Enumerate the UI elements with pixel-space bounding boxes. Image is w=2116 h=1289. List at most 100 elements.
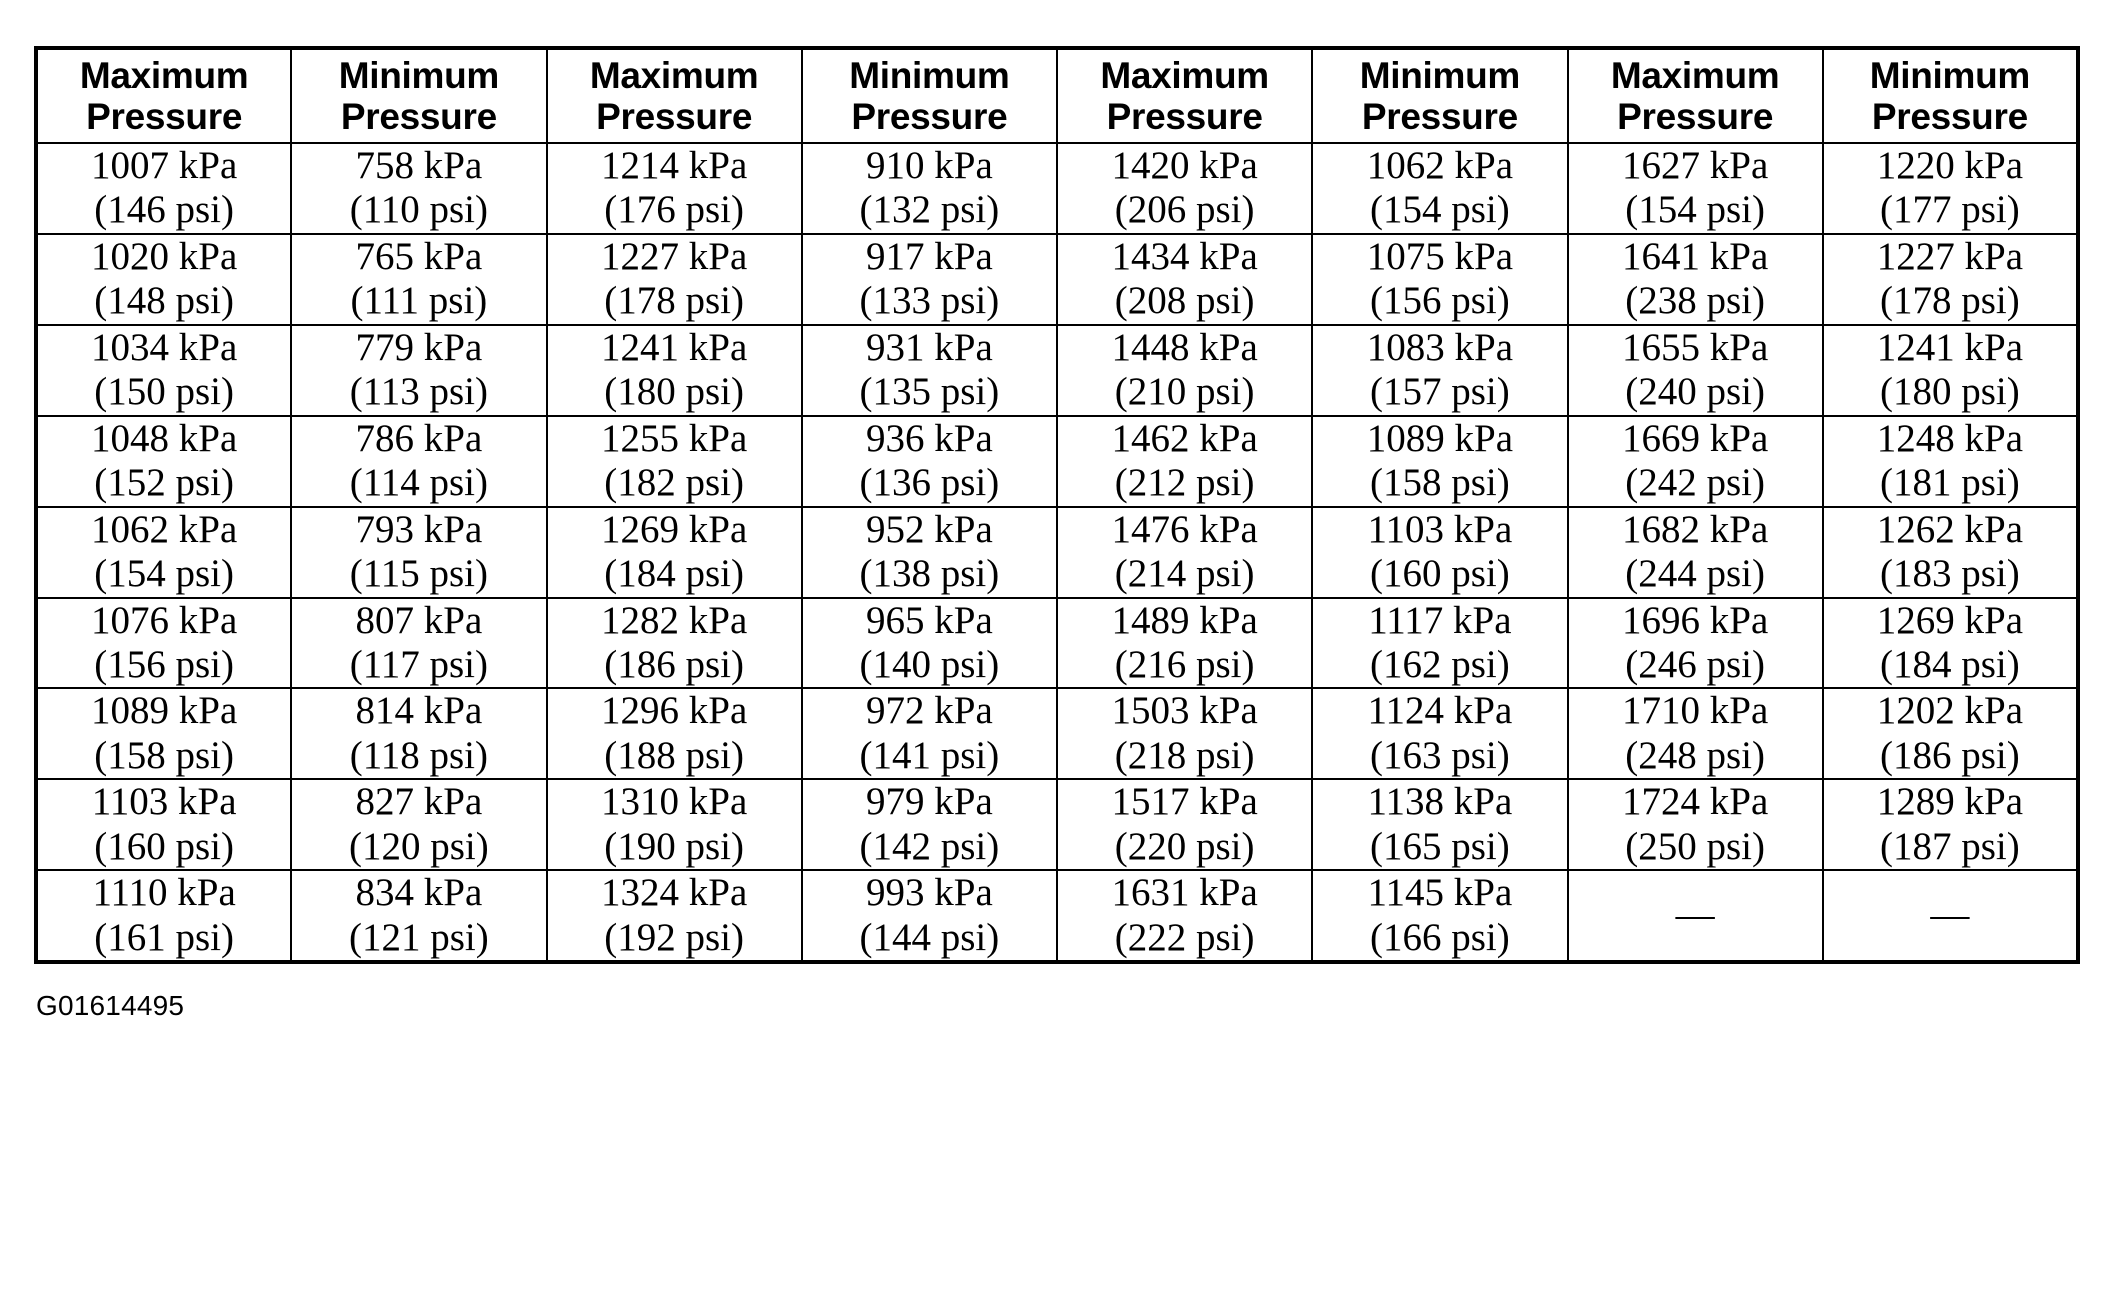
cell-psi-value: (156 psi) [1370,279,1510,323]
table-cell: 1020 kPa (148 psi) [34,232,293,326]
column-header-6-line2: Pressure [1361,96,1518,137]
cell-psi-value: (110 psi) [349,188,489,232]
table-cell-empty: — [1566,869,1824,964]
cell-psi-value: (141 psi) [859,733,1000,777]
cell-kpa-value: 807 kPa [355,598,483,642]
cell-kpa-value: 931 kPa [866,325,993,369]
table-cell: 1631 kPa (222 psi) [1055,869,1314,964]
table-cell: 1248 kPa (181 psi) [1821,414,2080,508]
column-header-3-line1: Maximum [589,54,759,96]
cell-kpa-value: 1448 kPa [1111,325,1258,369]
cell-psi-value: (113 psi) [349,370,489,414]
column-header-4-line2: Pressure [851,96,1008,137]
cell-kpa-value: 1227 kPa [1876,234,2023,278]
cell-psi-value: (114 psi) [349,461,489,505]
cell-psi-value: (115 psi) [349,552,489,596]
pressure-conversion-table: Maximum Pressure Minimum Pressure Maximu… [34,46,2080,965]
table-cell: 993 kPa (144 psi) [800,869,1059,964]
table-body: 1007 kPa (146 psi) 758 kPa (110 psi) 1214 … [34,142,2080,964]
cell-kpa-value: 917 kPa [866,234,993,278]
table-cell: 1724 kPa (250 psi) [1566,778,1824,872]
cell-psi-value: (144 psi) [859,915,1000,959]
cell-kpa-value: 1075 kPa [1366,234,1513,278]
cell-psi-value: (190 psi) [604,824,744,868]
table-cell: 1117 kPa (162 psi) [1311,596,1569,690]
table-cell: 1282 kPa (186 psi) [545,596,803,690]
cell-psi-value: (210 psi) [1114,370,1255,414]
cell-psi-value: (138 psi) [859,552,1000,596]
cell-psi-value: (214 psi) [1114,552,1255,596]
table-cell: 931 kPa (135 psi) [800,323,1059,417]
cell-psi-value: (178 psi) [604,279,744,323]
cell-kpa-value: 1669 kPa [1622,416,1769,460]
table-cell: 1448 kPa (210 psi) [1055,323,1314,417]
table-cell: 793 kPa (115 psi) [290,505,548,599]
cell-kpa-value: 1724 kPa [1622,780,1769,824]
cell-psi-value: (176 psi) [604,188,744,232]
cell-kpa-value: 1631 kPa [1111,871,1258,915]
cell-kpa-value: 1296 kPa [601,689,748,733]
table-cell: 1089 kPa (158 psi) [34,687,293,781]
cell-kpa-value: 1076 kPa [91,598,238,642]
cell-psi-value: (161 psi) [94,915,234,959]
table-cell: 1220 kPa (177 psi) [1821,142,2080,235]
cell-kpa-value: 993 kPa [866,871,993,915]
cell-psi-value: (150 psi) [94,370,234,414]
cell-kpa-value: 1489 kPa [1111,598,1258,642]
column-header-7-line1: Maximum [1610,54,1780,96]
cell-kpa-value: 779 kPa [355,325,483,369]
cell-psi-value: (248 psi) [1625,733,1765,777]
cell-kpa-value: 1434 kPa [1111,234,1258,278]
cell-psi-value: (240 psi) [1625,370,1765,414]
column-header-8: Minimum Pressure [1821,47,2080,144]
cell-psi-value: (154 psi) [1370,188,1510,232]
table-cell: 965 kPa (140 psi) [800,596,1059,690]
cell-empty-dash: — [1930,893,1970,937]
table-cell: 1062 kPa (154 psi) [1311,142,1569,235]
cell-kpa-value: 1262 kPa [1876,507,2023,551]
cell-kpa-value: 827 kPa [355,780,483,824]
cell-psi-value: (158 psi) [94,733,234,777]
table-cell: 1227 kPa (178 psi) [1821,232,2080,326]
table-cell: 1103 kPa (160 psi) [1311,505,1569,599]
cell-kpa-value: 1248 kPa [1876,416,2023,460]
column-header-2-line1: Minimum [338,54,500,96]
cell-psi-value: (157 psi) [1370,370,1510,414]
cell-kpa-value: 1103 kPa [1367,507,1513,551]
table-cell: 1324 kPa (192 psi) [545,869,803,964]
cell-psi-value: (133 psi) [859,279,1000,323]
column-header-3: Maximum Pressure [545,47,803,144]
cell-psi-value: (154 psi) [94,552,234,596]
cell-psi-value: (220 psi) [1114,824,1255,868]
cell-kpa-value: 786 kPa [355,416,483,460]
cell-psi-value: (208 psi) [1114,279,1255,323]
table-cell: 1034 kPa (150 psi) [34,323,293,417]
table-cell: 972 kPa (141 psi) [800,687,1059,781]
cell-psi-value: (188 psi) [604,733,744,777]
cell-psi-value: (238 psi) [1625,279,1765,323]
cell-psi-value: (186 psi) [604,642,744,686]
cell-kpa-value: 1089 kPa [91,689,238,733]
table-cell: 1696 kPa (246 psi) [1566,596,1824,690]
cell-kpa-value: 979 kPa [866,780,993,824]
cell-psi-value: (181 psi) [1880,461,2020,505]
cell-psi-value: (120 psi) [349,824,489,868]
cell-kpa-value: 1310 kPa [601,780,748,824]
column-header-2: Minimum Pressure [290,47,548,144]
table-cell: 1241 kPa (180 psi) [1821,323,2080,417]
table-cell: 1255 kPa (182 psi) [545,414,803,508]
cell-kpa-value: 1103 kPa [91,780,237,824]
cell-kpa-value: 1214 kPa [601,144,748,187]
table-row: 1007 kPa (146 psi) 758 kPa (110 psi) 1214 … [34,142,2080,235]
cell-psi-value: (186 psi) [1880,733,2020,777]
cell-psi-value: (184 psi) [604,552,744,596]
table-cell: 758 kPa (110 psi) [290,142,548,235]
cell-psi-value: (182 psi) [604,461,744,505]
table-cell: 1517 kPa (220 psi) [1055,778,1314,872]
cell-psi-value: (163 psi) [1370,733,1510,777]
cell-kpa-value: 1324 kPa [601,871,748,915]
column-header-7: Maximum Pressure [1566,47,1824,144]
cell-kpa-value: 1289 kPa [1876,780,2023,824]
cell-kpa-value: 1117 kPa [1368,598,1512,642]
